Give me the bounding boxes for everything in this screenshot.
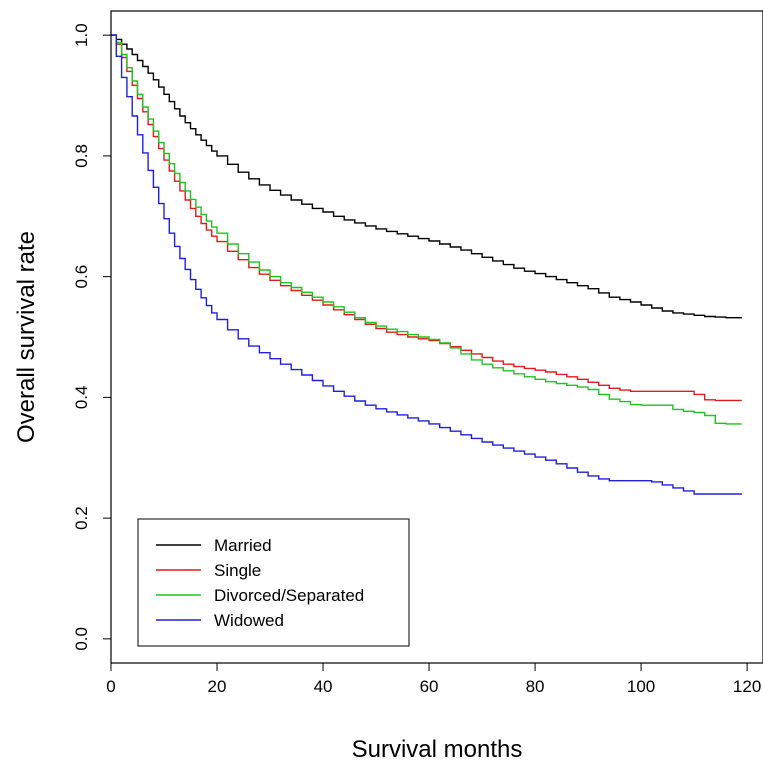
legend-label: Married bbox=[214, 536, 272, 555]
plot-layer bbox=[111, 34, 742, 495]
x-axis-title: Survival months bbox=[352, 736, 523, 763]
y-tick-label: 0.0 bbox=[72, 627, 91, 651]
series-line-widowed bbox=[111, 34, 742, 495]
y-tick-label: 1.0 bbox=[72, 23, 91, 47]
legend-box bbox=[137, 518, 410, 647]
x-tick-label: 40 bbox=[314, 677, 333, 696]
y-tick-label: 0.6 bbox=[72, 265, 91, 289]
axis-layer: 0 20 40 60 80 100 120 0.0 0.2 0.4 0.6 0.8 1.0 bbox=[72, 10, 763, 696]
x-tick-label: 20 bbox=[208, 677, 227, 696]
x-tick-label: 60 bbox=[420, 677, 439, 696]
x-tick-label: 120 bbox=[733, 677, 761, 696]
legend-label: Single bbox=[214, 561, 261, 580]
y-tick-label: 0.2 bbox=[72, 506, 91, 530]
series-line-divorced-separated bbox=[111, 34, 742, 425]
x-tick-label: 0 bbox=[106, 677, 115, 696]
legend-label: Widowed bbox=[214, 611, 284, 630]
y-tick-label: 0.4 bbox=[72, 386, 91, 410]
y-axis-title: Overall survival rate bbox=[13, 231, 40, 443]
legend-label: Divorced/Separated bbox=[214, 586, 364, 605]
x-tick-label: 80 bbox=[526, 677, 545, 696]
x-tick-label: 100 bbox=[627, 677, 655, 696]
series-line-single bbox=[111, 34, 742, 402]
series-line-married bbox=[111, 34, 742, 319]
plot-frame bbox=[110, 10, 763, 664]
y-tick-label: 0.8 bbox=[72, 144, 91, 168]
legend: Married Single Divorced/Separated Widowed bbox=[137, 518, 410, 647]
